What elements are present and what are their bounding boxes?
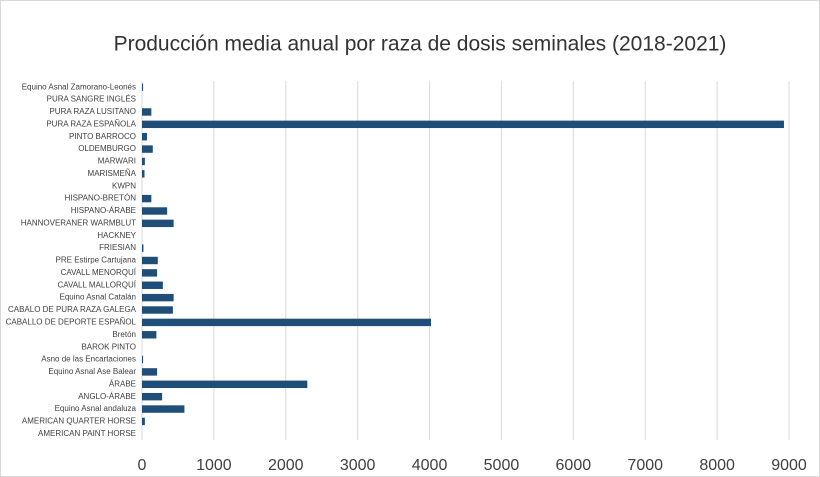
x-tick-label: 1000 (196, 457, 232, 474)
bar (142, 170, 145, 178)
y-tick-label: CABALLO DE DEPORTE ESPAÑOL (6, 318, 137, 327)
y-tick-label: AMERICAN QUARTER HORSE (22, 417, 136, 426)
bar (142, 145, 153, 153)
y-tick-label: Equino Asnal Ase Balear (48, 367, 136, 376)
y-tick-label: MARISMEÑA (88, 169, 137, 178)
bar (142, 269, 158, 277)
y-tick-label: CABALO DE PURA RAZA GALEGA (8, 305, 137, 314)
bar (142, 194, 152, 203)
bar (142, 306, 173, 314)
bar (142, 405, 185, 413)
bar (142, 219, 174, 228)
bar (142, 157, 145, 166)
chart-title: Producción media anual por raza de dosis… (114, 33, 727, 56)
x-tick-label: 0 (138, 457, 147, 474)
y-tick-label: CAVALL MENORQUÍ (61, 268, 137, 277)
bar (142, 380, 308, 389)
y-tick-label: Bretón (112, 330, 136, 339)
bar (142, 417, 145, 426)
y-tick-label: HISPANO-ÁRABE (71, 206, 136, 215)
bar (142, 392, 163, 401)
bar (142, 120, 784, 129)
y-tick-label: Equino Asnal andaluza (55, 404, 137, 413)
x-tick-label: 5000 (484, 457, 520, 474)
bar (142, 368, 158, 376)
x-tick-label: 3000 (340, 457, 376, 474)
bar (142, 331, 157, 339)
y-tick-label: HISPANO-BRETÓN (65, 194, 137, 203)
y-tick-label: ÁRABE (109, 379, 136, 388)
x-tick-label: 9000 (771, 457, 807, 474)
x-tick-label: 2000 (268, 457, 304, 474)
y-tick-label: Asno de las Encartaciones (41, 355, 136, 364)
y-tick-label: BAROK PINTO (81, 342, 136, 351)
y-tick-label: PINTO BARROCO (69, 132, 136, 141)
bar (142, 132, 148, 141)
y-tick-label: AMERICAN PAINT HORSE (38, 429, 136, 438)
y-tick-label: ANGLO-ÁRABE (78, 392, 136, 401)
x-tick-label: 4000 (412, 457, 448, 474)
bar (142, 355, 144, 364)
bar (142, 108, 152, 116)
y-tick-label: CAVALL MALLORQUÍ (57, 280, 136, 289)
y-tick-label: OLDEMBURGO (78, 144, 136, 153)
y-tick-label: KWPN (112, 181, 136, 190)
x-tick-label: 8000 (699, 457, 735, 474)
bar (142, 281, 163, 289)
y-tick-label: PURA RAZA ESPAÑOLA (46, 119, 136, 128)
x-tick-label: 6000 (556, 457, 592, 474)
bar (142, 83, 144, 91)
bar (142, 293, 174, 302)
y-tick-label: PRE Estirpe Cartujana (56, 256, 137, 265)
bar (142, 318, 431, 327)
y-tick-label: Equino Asnal Zamorano-Leonés (22, 82, 136, 91)
bar (142, 207, 168, 215)
y-tick-label: FRIESIAN (99, 243, 136, 252)
y-tick-label: PURA RAZA LUSITANO (49, 107, 136, 116)
y-tick-label: HACKNEY (97, 231, 136, 240)
x-tick-label: 7000 (627, 457, 663, 474)
y-tick-label: Equino Asnal Catalán (60, 293, 137, 302)
y-tick-label: HANNOVERANER WARMBLUT (21, 218, 136, 227)
y-tick-label: PURA SANGRE INGLÉS (47, 95, 136, 104)
bar (142, 244, 144, 252)
bar (142, 256, 158, 265)
y-tick-label: MARWARI (98, 157, 136, 166)
